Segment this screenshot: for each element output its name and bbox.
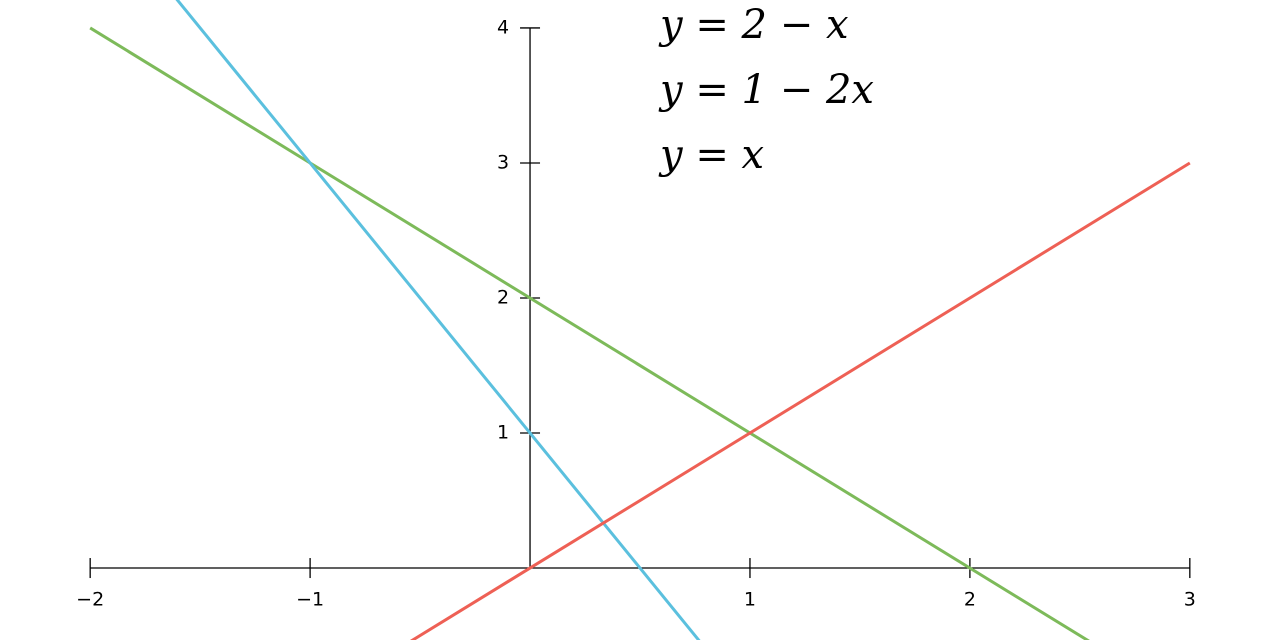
x-tick-label: 1 xyxy=(744,589,756,611)
legend-label: y = 2 − x xyxy=(658,2,849,48)
x-tick-label: 3 xyxy=(1184,589,1196,611)
series-line xyxy=(89,26,1090,640)
x-tick-label: 2 xyxy=(964,589,976,611)
series-line xyxy=(175,0,701,640)
y-tick-label: 4 xyxy=(497,16,509,38)
x-tick-label: −2 xyxy=(76,589,104,611)
legend-label: y = 1 − 2x xyxy=(658,67,874,113)
y-tick-label: 3 xyxy=(497,151,509,173)
x-tick-label: −1 xyxy=(296,589,324,611)
legend-label: y = x xyxy=(658,132,764,178)
y-tick-label: 1 xyxy=(497,422,509,444)
series-line xyxy=(409,161,1191,640)
y-tick-label: 2 xyxy=(497,286,509,308)
